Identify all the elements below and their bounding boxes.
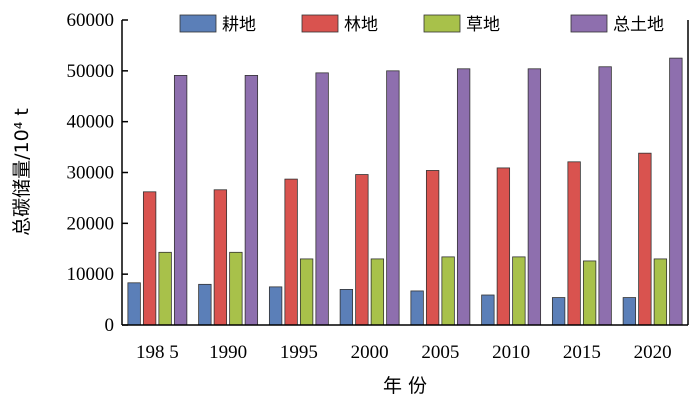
bar-2-1985 xyxy=(142,191,157,326)
legend-swatch xyxy=(423,14,461,33)
legend-swatch xyxy=(179,14,217,33)
bar-1-2020 xyxy=(622,297,637,326)
bar-1-1995 xyxy=(268,286,283,326)
bar-1-1985 xyxy=(127,282,141,326)
bar-4-2005 xyxy=(456,68,471,326)
x-tick-label: 2005 xyxy=(421,342,459,363)
x-tick-label: 1995 xyxy=(280,342,318,363)
bar-2-2005 xyxy=(425,170,440,326)
bar-4-1985 xyxy=(173,75,188,326)
bar-1-2000 xyxy=(339,289,354,326)
legend-swatch xyxy=(301,14,339,33)
bar-3-1995 xyxy=(299,258,314,326)
bar-2-1995 xyxy=(284,178,298,326)
y-tick-label: 0 xyxy=(105,315,115,336)
bar-3-1985 xyxy=(158,251,172,326)
bar-4-2000 xyxy=(386,70,400,326)
legend-swatch xyxy=(570,14,608,33)
bar-1-2010 xyxy=(481,294,495,326)
bar-2-2015 xyxy=(567,161,581,326)
bar-1-1990 xyxy=(198,283,212,326)
legend-label: 草地 xyxy=(466,15,500,35)
bar-3-2015 xyxy=(582,260,597,326)
bar-4-1990 xyxy=(244,75,259,326)
bar-4-2020 xyxy=(669,57,683,326)
bars-layer xyxy=(127,57,683,326)
bar-3-2020 xyxy=(653,258,668,326)
bar-3-2005 xyxy=(441,256,455,326)
x-axis-title: 年 份 xyxy=(383,375,427,397)
legend-label: 林地 xyxy=(344,15,378,35)
bar-3-1990 xyxy=(229,251,243,326)
y-tick-label: 50000 xyxy=(67,61,115,82)
bar-3-2000 xyxy=(370,258,385,326)
bar-4-1995 xyxy=(315,72,329,326)
y-tick-label: 30000 xyxy=(67,163,115,184)
y-tick-label: 40000 xyxy=(67,112,115,133)
bar-3-2010 xyxy=(512,256,526,326)
y-tick-label: 10000 xyxy=(67,264,115,285)
legend: 耕地 林地 草地 总土地 xyxy=(179,14,664,35)
bar-2-2020 xyxy=(638,152,652,326)
legend-label: 总土地 xyxy=(613,15,664,35)
x-tick-label: 2015 xyxy=(563,342,601,363)
bar-2-2010 xyxy=(496,167,511,326)
bar-4-2015 xyxy=(598,66,612,326)
x-tick-label: 198 5 xyxy=(136,342,179,363)
legend-label: 耕地 xyxy=(222,15,256,35)
bar-2-2000 xyxy=(355,174,369,326)
x-ticks: 198 5 1990 1995 2000 2005 2010 2015 2020 xyxy=(136,342,672,363)
bar-1-2005 xyxy=(410,290,424,326)
y-tick-label: 20000 xyxy=(67,213,115,234)
x-tick-label: 1990 xyxy=(209,342,247,363)
y-axis-title: 总碳储量/10⁴ t xyxy=(11,108,33,236)
bar-4-2010 xyxy=(527,68,542,326)
x-tick-label: 2010 xyxy=(492,342,530,363)
bar-1-2015 xyxy=(551,297,566,326)
y-tick-label: 60000 xyxy=(67,10,115,31)
y-ticks: 0 10000 20000 30000 40000 50000 60000 xyxy=(67,10,128,336)
x-tick-label: 2020 xyxy=(634,342,672,363)
bar-2-1990 xyxy=(213,189,228,326)
x-tick-label: 2000 xyxy=(351,342,389,363)
